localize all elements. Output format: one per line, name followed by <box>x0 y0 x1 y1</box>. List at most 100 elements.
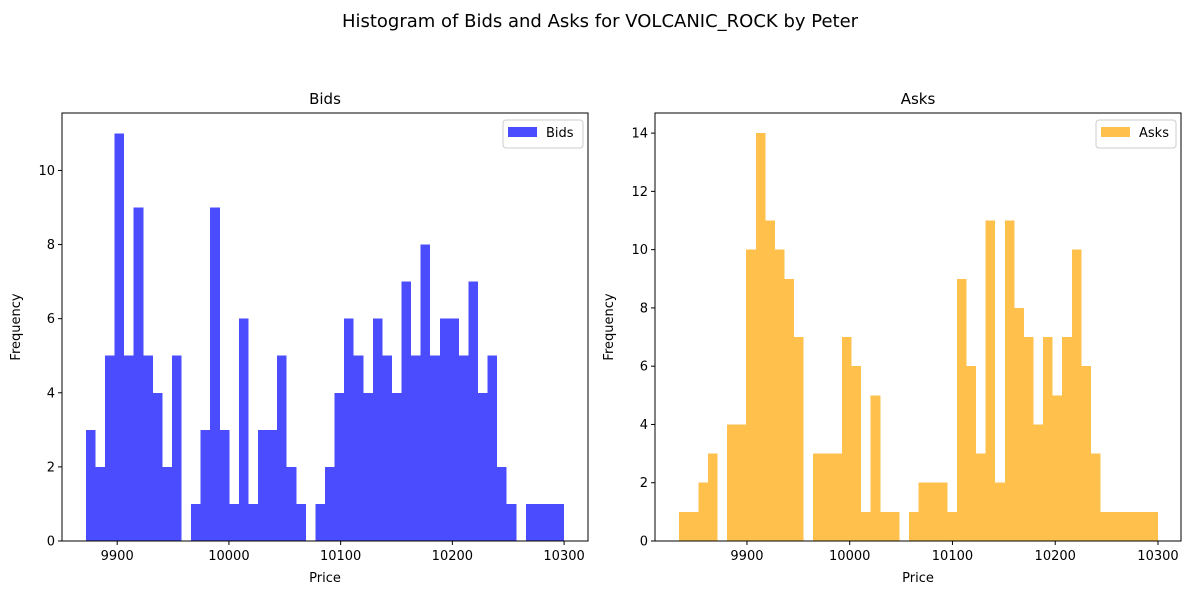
bar <box>344 318 354 541</box>
bar <box>918 482 929 541</box>
bar <box>171 355 182 541</box>
bar <box>248 503 259 541</box>
bar <box>401 281 412 541</box>
bar <box>841 337 852 541</box>
bar <box>162 466 172 541</box>
bar <box>1148 511 1158 541</box>
bar <box>774 249 785 542</box>
bar <box>736 424 747 541</box>
y-tick-label: 14 <box>631 127 648 142</box>
bar <box>105 355 115 541</box>
bar <box>784 278 795 541</box>
y-axis-label: Frequency <box>9 293 24 360</box>
bar <box>420 244 431 541</box>
bar <box>1062 337 1072 541</box>
bar <box>1071 249 1082 542</box>
bar <box>219 429 230 541</box>
bar <box>956 278 967 541</box>
bar <box>449 318 459 541</box>
bar <box>487 355 498 541</box>
bar <box>430 355 440 541</box>
bar <box>191 503 201 541</box>
bar <box>937 482 948 541</box>
bar <box>765 220 775 541</box>
bar <box>334 392 345 541</box>
bar <box>822 453 833 541</box>
bar <box>1023 337 1034 541</box>
bar <box>698 482 708 541</box>
bar <box>727 424 737 541</box>
y-tick-label: 10 <box>38 164 55 179</box>
bar <box>85 429 96 541</box>
bar <box>908 511 919 541</box>
bar <box>688 511 699 541</box>
x-tick-label: 10200 <box>432 549 473 564</box>
bar <box>439 318 450 541</box>
bar <box>238 318 249 541</box>
y-tick-label: 6 <box>47 312 55 327</box>
subplot: 9900 10000 10100 10200 10300 0 2 4 6 8 10 12 14 Asks P… <box>602 90 1182 586</box>
bar <box>1043 337 1053 541</box>
bar <box>1014 307 1024 541</box>
bar <box>1081 366 1091 541</box>
y-axis-label: Frequency <box>602 293 617 360</box>
bar <box>832 453 842 541</box>
bar <box>411 355 421 541</box>
bar <box>746 249 756 542</box>
bar <box>976 453 986 541</box>
bar <box>1090 453 1101 541</box>
bar <box>966 366 977 541</box>
bar <box>707 453 718 541</box>
x-tick-label: 10300 <box>1137 549 1178 564</box>
bar <box>851 366 862 541</box>
bar <box>210 207 220 541</box>
bar <box>1129 511 1139 541</box>
bar <box>985 220 996 541</box>
x-tick-label: 9900 <box>101 549 134 564</box>
bar <box>889 511 900 541</box>
bar <box>296 503 306 541</box>
bar <box>200 429 211 541</box>
bar <box>468 281 479 541</box>
bar <box>1119 511 1130 541</box>
bar <box>267 429 278 541</box>
bar <box>372 318 383 541</box>
y-tick-label: 0 <box>47 535 55 550</box>
bar <box>861 511 871 541</box>
bar <box>1100 511 1111 541</box>
subplot-title: Asks <box>901 90 936 108</box>
bar <box>95 466 106 541</box>
y-tick-label: 8 <box>640 301 648 316</box>
x-tick-label: 10200 <box>1035 549 1076 564</box>
subplot-title: Bids <box>309 90 341 108</box>
bar <box>325 466 335 541</box>
y-tick-label: 12 <box>631 185 648 200</box>
bar <box>382 355 392 541</box>
axes-frame <box>61 112 589 542</box>
bar <box>114 133 125 541</box>
bar <box>286 466 297 541</box>
bar <box>391 392 402 541</box>
x-axis-label: Price <box>902 571 934 586</box>
bar <box>947 511 957 541</box>
legend-label: Asks <box>1139 126 1169 141</box>
bar <box>880 511 890 541</box>
bar <box>554 503 565 541</box>
bar <box>133 207 144 541</box>
bar <box>813 453 823 541</box>
bar <box>1052 395 1063 541</box>
bar <box>506 503 517 541</box>
bar <box>1138 511 1149 541</box>
x-axis-label: Price <box>309 571 341 586</box>
bar <box>1004 220 1015 541</box>
bar <box>544 503 555 541</box>
bar <box>870 395 881 541</box>
bar <box>928 482 938 541</box>
x-tick-label: 10000 <box>829 549 870 564</box>
subplot: 9900 10000 10100 10200 10300 0 2 4 6 8 10 Bids Price… <box>9 90 589 586</box>
bar <box>535 503 545 541</box>
x-tick-label: 10100 <box>932 549 973 564</box>
bar <box>497 466 507 541</box>
